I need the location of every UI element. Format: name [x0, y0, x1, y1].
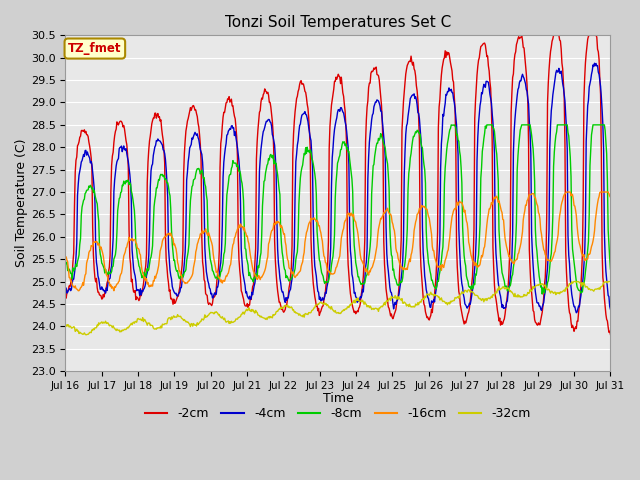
Title: Tonzi Soil Temperatures Set C: Tonzi Soil Temperatures Set C — [225, 15, 451, 30]
Legend: -2cm, -4cm, -8cm, -16cm, -32cm: -2cm, -4cm, -8cm, -16cm, -32cm — [140, 402, 536, 425]
Y-axis label: Soil Temperature (C): Soil Temperature (C) — [15, 139, 28, 267]
X-axis label: Time: Time — [323, 392, 353, 405]
Text: TZ_fmet: TZ_fmet — [68, 42, 122, 55]
